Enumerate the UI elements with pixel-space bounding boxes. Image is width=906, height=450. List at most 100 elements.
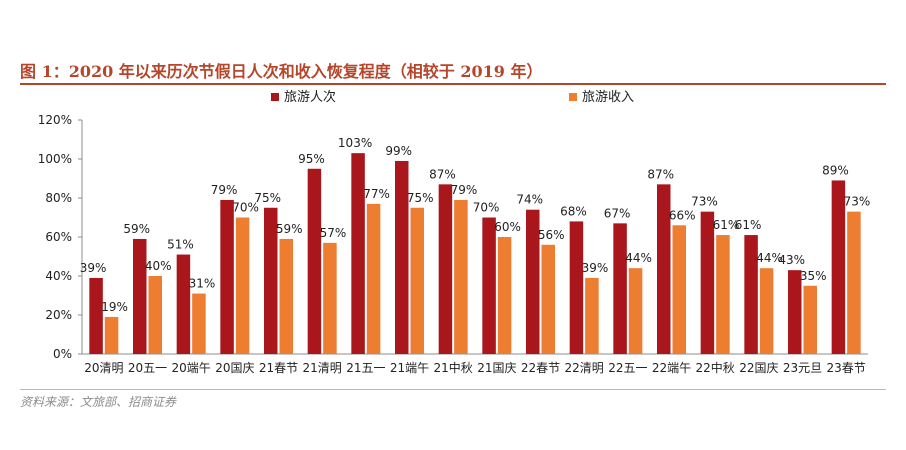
y-tick-label: 80% — [45, 191, 72, 205]
x-category-label: 21春节 — [259, 361, 298, 375]
bar-tourist-visits — [700, 211, 715, 354]
bar-tourism-revenue — [366, 203, 381, 354]
x-category-label: 21国庆 — [477, 361, 516, 375]
bar-tourism-revenue — [628, 268, 643, 354]
data-label-tourism-revenue: 59% — [276, 222, 303, 236]
bar-tourist-visits — [657, 184, 671, 354]
chart-legend: 旅游人次 旅游收入 — [271, 89, 634, 105]
bar-tourist-visits — [788, 270, 802, 354]
data-label-tourist-visits: 75% — [254, 191, 281, 205]
data-label-tourism-revenue: 66% — [669, 208, 696, 222]
x-category-label: 23元旦 — [783, 361, 822, 375]
data-labels: 39%19%59%40%51%31%79%70%75%59%95%57%103%… — [80, 136, 871, 314]
bar-tourist-visits — [220, 199, 234, 354]
x-category-label: 23春节 — [827, 361, 866, 375]
bar-tourist-visits — [831, 180, 846, 354]
x-axis: 20清明 20五一 20端午 20国庆 21春节 21清明 21五一 21端午 21中秋 21国庆… — [84, 360, 866, 375]
data-label-tourist-visits: 73% — [691, 195, 718, 209]
bar-tourism-revenue — [585, 277, 599, 354]
data-label-tourist-visits: 103% — [338, 136, 372, 150]
data-label-tourism-revenue: 44% — [625, 251, 652, 265]
data-label-tourist-visits: 89% — [822, 163, 849, 177]
data-label-tourist-visits: 87% — [429, 167, 456, 181]
bar-tourism-revenue — [803, 285, 817, 354]
x-category-label: 22五一 — [608, 361, 647, 375]
bar-tourist-visits — [89, 277, 103, 354]
legend-swatch — [271, 93, 279, 101]
bar-tourism-revenue — [323, 242, 337, 354]
data-label-tourist-visits: 87% — [647, 167, 674, 181]
x-category-label: 22春节 — [521, 361, 560, 375]
bar-tourism-revenue — [759, 268, 774, 354]
bar-tourist-visits — [613, 223, 627, 354]
bar-tourist-visits — [744, 235, 758, 354]
bar-tourist-visits — [264, 207, 278, 354]
bar-tourism-revenue — [192, 293, 206, 354]
bar-tourist-visits — [438, 184, 453, 354]
x-category-label: 21清明 — [303, 361, 342, 375]
x-category-label: 22清明 — [565, 361, 604, 375]
y-tick-label: 20% — [45, 308, 72, 322]
chart-title: 图 1：2020 年以来历次节假日人次和收入恢复程度（相较于 2019 年） — [20, 62, 543, 81]
bar-tourist-visits — [482, 217, 496, 354]
data-label-tourism-revenue: 79% — [451, 183, 478, 197]
x-category-label: 22端午 — [652, 361, 691, 375]
y-tick-label: 40% — [45, 269, 72, 283]
x-category-label: 21中秋 — [434, 360, 473, 375]
data-label-tourism-revenue: 75% — [407, 191, 434, 205]
y-axis: 0% 20% 40% 60% 80% 100% 120% — [38, 113, 868, 361]
data-label-tourism-revenue: 61% — [713, 218, 740, 232]
data-label-tourist-visits: 99% — [385, 144, 412, 158]
data-label-tourism-revenue: 77% — [363, 187, 390, 201]
data-label-tourism-revenue: 44% — [756, 251, 783, 265]
x-category-label: 20清明 — [84, 361, 123, 375]
bar-series — [89, 153, 861, 354]
bar-tourist-visits — [351, 153, 365, 354]
bar-tourist-visits — [176, 254, 191, 354]
bar-tourist-visits — [133, 238, 147, 354]
source-divider — [20, 389, 886, 390]
x-category-label: 20五一 — [128, 361, 167, 375]
data-label-tourism-revenue: 70% — [232, 201, 259, 215]
bar-tourism-revenue — [279, 238, 293, 354]
y-tick-label: 100% — [38, 152, 72, 166]
bar-tourism-revenue — [104, 316, 119, 354]
data-label-tourist-visits: 43% — [778, 253, 805, 267]
y-tick-label: 60% — [45, 230, 72, 244]
data-label-tourism-revenue: 57% — [320, 226, 347, 240]
title-divider — [20, 83, 886, 85]
data-label-tourism-revenue: 40% — [145, 259, 172, 273]
bar-tourism-revenue — [847, 211, 861, 354]
bar-tourism-revenue — [716, 235, 730, 354]
data-label-tourist-visits: 67% — [604, 206, 631, 220]
x-category-label: 21端午 — [390, 361, 429, 375]
bar-tourism-revenue — [235, 217, 250, 354]
bar-tourism-revenue — [148, 276, 162, 354]
x-category-label: 22中秋 — [696, 360, 735, 375]
data-label-tourist-visits: 39% — [80, 261, 107, 275]
bar-tourism-revenue — [454, 199, 468, 354]
x-category-label: 22国庆 — [739, 361, 778, 375]
data-label-tourist-visits: 51% — [167, 238, 194, 252]
bar-tourist-visits — [395, 160, 409, 354]
bar-tourism-revenue — [672, 225, 686, 354]
data-label-tourism-revenue: 56% — [538, 228, 565, 242]
bar-tourist-visits — [307, 168, 322, 354]
source-note: 资料来源：文旅部、招商证券 — [20, 395, 177, 409]
x-category-label: 21五一 — [346, 361, 385, 375]
data-label-tourism-revenue: 35% — [800, 269, 827, 283]
data-label-tourism-revenue: 39% — [582, 261, 609, 275]
bar-tourist-visits — [526, 209, 540, 354]
data-label-tourism-revenue: 31% — [189, 277, 216, 291]
legend-swatch — [569, 93, 577, 101]
data-label-tourism-revenue: 60% — [494, 220, 521, 234]
legend-label: 旅游人次 — [284, 89, 336, 105]
bar-tourism-revenue — [541, 244, 555, 354]
bar-tourism-revenue — [497, 237, 512, 354]
data-label-tourist-visits: 59% — [123, 222, 150, 236]
data-label-tourism-revenue: 73% — [844, 195, 871, 209]
x-category-label: 20端午 — [172, 361, 211, 375]
data-label-tourist-visits: 95% — [298, 152, 325, 166]
data-label-tourist-visits: 61% — [735, 218, 762, 232]
legend-label: 旅游收入 — [582, 90, 634, 105]
